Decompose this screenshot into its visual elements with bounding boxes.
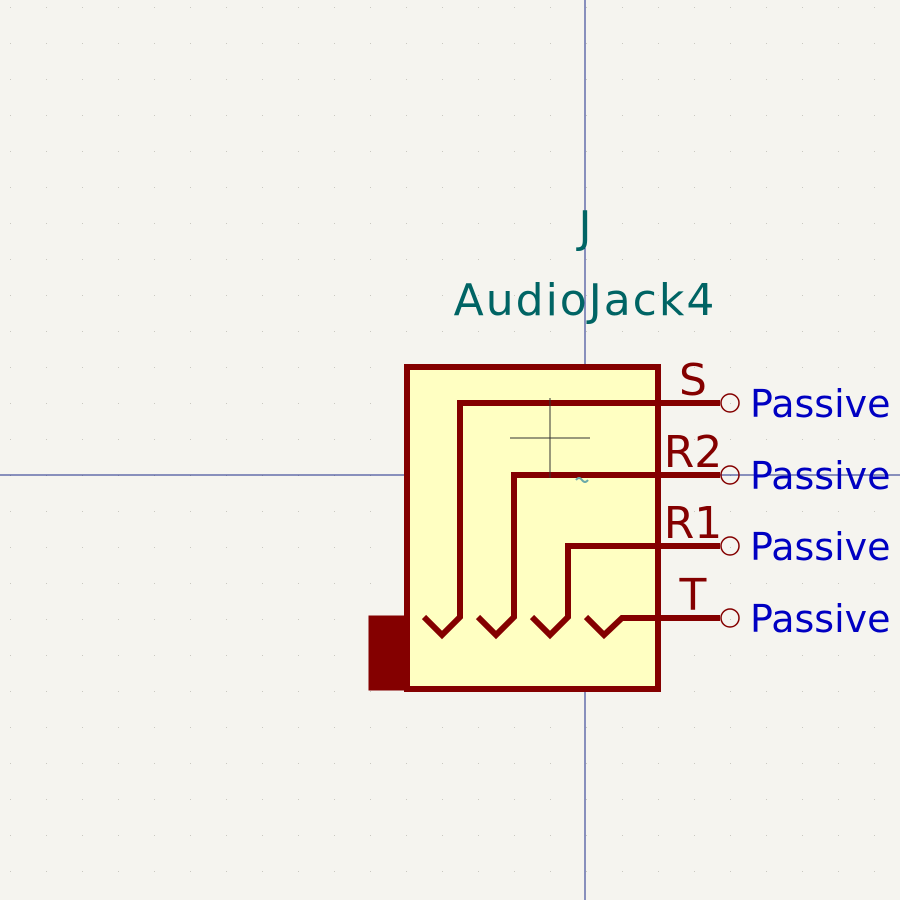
pin-s-endpoint[interactable] [720,393,740,413]
pin-name-r2: R2 [664,427,723,478]
pin-name-r1: R1 [664,498,723,549]
pin-type-s: Passive [750,382,891,426]
pin-t-endpoint[interactable] [720,608,740,628]
contact-t-line [583,614,720,640]
contact-s-line [421,400,720,640]
anchor-tilde-mark [575,477,589,483]
pin-type-r2: Passive [750,454,891,498]
pin-r1-endpoint[interactable] [720,536,740,556]
reference-designator[interactable]: J [576,202,592,253]
audio-jack-symbol[interactable] [368,364,740,692]
symbol-body[interactable] [404,364,661,692]
pin-name-t: T [679,570,707,621]
pin-r2-endpoint[interactable] [720,465,740,485]
pin-type-t: Passive [750,597,891,641]
contact-r2-line [475,472,720,640]
contact-r1-line [529,543,720,640]
pin-type-r1: Passive [750,525,891,569]
symbol-value[interactable]: AudioJack4 [454,275,717,326]
pin-name-s: S [679,355,707,406]
jack-sleeve-block [368,615,409,691]
